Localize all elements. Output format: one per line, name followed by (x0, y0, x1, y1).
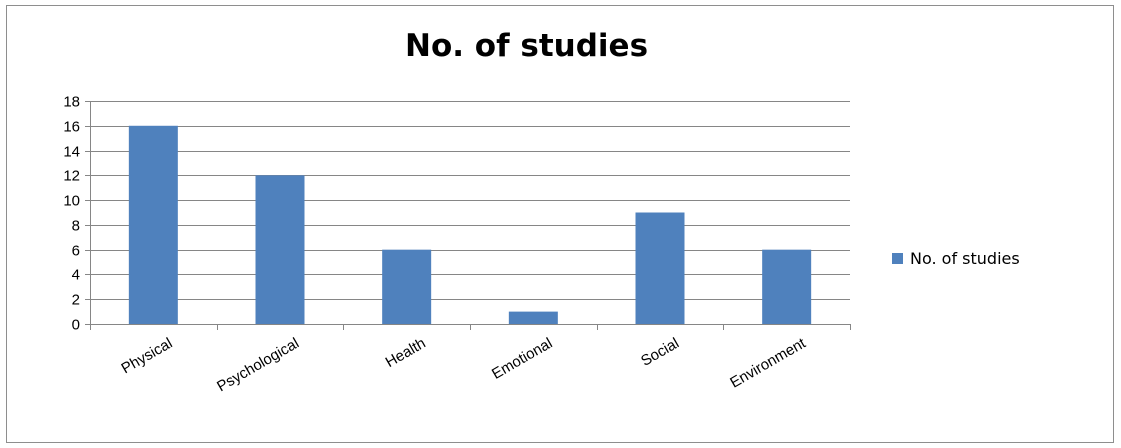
legend: No. of studies (892, 248, 1020, 268)
y-tick-label: 16 (63, 119, 80, 136)
y-tick-label: 6 (72, 243, 80, 260)
legend-label: No. of studies (910, 248, 1020, 268)
y-tick-label: 10 (63, 193, 80, 210)
x-tick-label: Health (383, 335, 429, 371)
y-tick-label: 2 (72, 292, 80, 309)
bar-health (382, 249, 432, 324)
x-tick-label: Social (638, 335, 682, 370)
x-tick-label: Emotional (489, 335, 555, 383)
y-tick-label: 18 (63, 94, 80, 111)
bar-social (635, 212, 685, 324)
y-tick-label: 4 (72, 267, 80, 284)
x-tick-label: Environment (727, 334, 809, 391)
bar-emotional (508, 311, 558, 324)
chart-frame (6, 5, 1114, 443)
y-tick-label: 12 (63, 168, 80, 185)
bar-psychological (255, 175, 305, 324)
y-tick-label: 14 (63, 144, 80, 161)
bar-environment (762, 249, 812, 324)
y-tick-label: 8 (72, 218, 80, 235)
bar-physical (128, 125, 178, 325)
x-tick-label: Physical (118, 335, 175, 378)
chart-title: No. of studies (405, 28, 649, 64)
x-tick-label: Psychological (214, 335, 302, 396)
legend-swatch (892, 252, 903, 264)
y-tick-label: 0 (72, 317, 80, 334)
